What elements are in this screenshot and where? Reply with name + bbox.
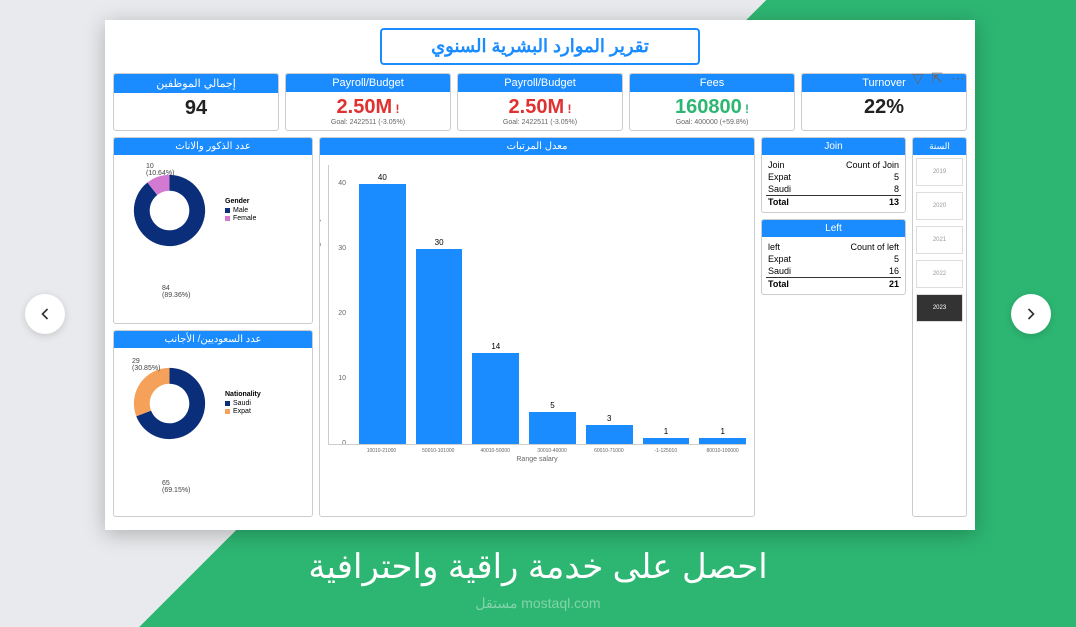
year-item[interactable]: 2023 — [916, 294, 963, 322]
table-row: Expat5 — [766, 253, 901, 265]
year-slicer: السنة 2019 2020 2021 2022 2023 — [912, 137, 967, 517]
kpi-sub: Goal: 2422511 (-3.05%) — [460, 119, 620, 126]
kpi-value: 2.50M ! — [288, 96, 448, 119]
filter-icon[interactable]: ▽ — [912, 70, 923, 87]
kpi-header: إجمالي الموظفين — [114, 74, 278, 93]
kpi-header: Payroll/Budget — [458, 74, 622, 92]
gender-donut-panel: عدد الذكور والاناث GenderMaleFemale 84(89… — [113, 137, 313, 324]
kpi-value: 160800 ! — [632, 96, 792, 119]
more-icon[interactable]: ⋯ — [951, 70, 965, 87]
legend: NationalitySaudiExpat — [225, 391, 261, 416]
dashboard-title: تقرير الموارد البشرية السنوي — [380, 28, 700, 65]
join-panel-header: Join — [762, 138, 905, 155]
kpi-card[interactable]: Payroll/Budget 2.50M ! Goal: 2422511 (-3… — [285, 73, 451, 131]
nationality-donut-panel: عدد السعوديين/ الأجانب NationalitySaudiE… — [113, 330, 313, 517]
kpi-value: 22% — [804, 96, 964, 119]
donut-label: 84(89.36%) — [162, 285, 190, 299]
data-table: JoinCount of JoinExpat5Saudi8Total13 — [766, 159, 901, 208]
table-row: Saudi8 — [766, 183, 901, 196]
gender-panel-header: عدد الذكور والاناث — [114, 138, 312, 155]
legend: GenderMaleFemale — [225, 198, 256, 223]
table-row: Saudi16 — [766, 265, 901, 278]
year-panel-header: السنة — [913, 138, 966, 155]
bar[interactable]: 14 — [472, 342, 519, 444]
promo-caption: احصل على خدمة راقية واحترافية — [0, 547, 1076, 587]
donut-label: 10(10.64%) — [146, 163, 174, 177]
kpi-cards-row: إجمالي الموظفين 94 Payroll/Budget 2.50M … — [113, 73, 967, 131]
donut-label: 29(30.85%) — [132, 358, 160, 372]
bar[interactable]: 40 — [359, 173, 406, 444]
kpi-sub: Goal: 2422511 (-3.05%) — [288, 119, 448, 126]
left-panel-header: Left — [762, 220, 905, 237]
join-table-panel: Join JoinCount of JoinExpat5Saudi8Total1… — [761, 137, 906, 213]
salary-bar-panel: معدل المرتبات 010203040Count of Range sa… — [319, 137, 755, 517]
donut-label: 65(69.15%) — [162, 480, 190, 494]
toolbar: ▽ ⇱ ⋯ — [912, 70, 965, 87]
carousel-next-button[interactable] — [1011, 294, 1051, 334]
table-row: Expat5 — [766, 171, 901, 183]
year-item[interactable]: 2020 — [916, 192, 963, 220]
carousel-prev-button[interactable] — [25, 294, 65, 334]
year-item[interactable]: 2019 — [916, 158, 963, 186]
kpi-card[interactable]: إجمالي الموظفين 94 — [113, 73, 279, 131]
left-table-panel: Left leftCount of leftExpat5Saudi16Total… — [761, 219, 906, 295]
kpi-value: 94 — [116, 97, 276, 120]
bar[interactable]: 1 — [643, 427, 690, 445]
year-item[interactable]: 2022 — [916, 260, 963, 288]
kpi-sub: Goal: 400000 (+59.8%) — [632, 119, 792, 126]
kpi-header: Fees — [630, 74, 794, 92]
export-icon[interactable]: ⇱ — [931, 70, 943, 87]
year-item[interactable]: 2021 — [916, 226, 963, 254]
bar[interactable]: 30 — [416, 238, 463, 444]
bar[interactable]: 1 — [699, 427, 746, 445]
bar[interactable]: 3 — [586, 414, 633, 445]
kpi-header: Payroll/Budget — [286, 74, 450, 92]
chevron-left-icon — [35, 304, 55, 324]
salary-panel-header: معدل المرتبات — [320, 138, 754, 155]
data-table: leftCount of leftExpat5Saudi16Total21 — [766, 241, 901, 290]
kpi-value: 2.50M ! — [460, 96, 620, 119]
kpi-card[interactable]: Fees 160800 ! Goal: 400000 (+59.8%) — [629, 73, 795, 131]
nationality-panel-header: عدد السعوديين/ الأجانب — [114, 331, 312, 348]
dashboard-screenshot: تقرير الموارد البشرية السنوي ▽ ⇱ ⋯ إجمال… — [105, 20, 975, 530]
chevron-right-icon — [1021, 304, 1041, 324]
bar[interactable]: 5 — [529, 401, 576, 445]
watermark: مستقل mostaql.com — [475, 595, 600, 612]
kpi-card[interactable]: Payroll/Budget 2.50M ! Goal: 2422511 (-3… — [457, 73, 623, 131]
donut-chart — [122, 163, 217, 258]
